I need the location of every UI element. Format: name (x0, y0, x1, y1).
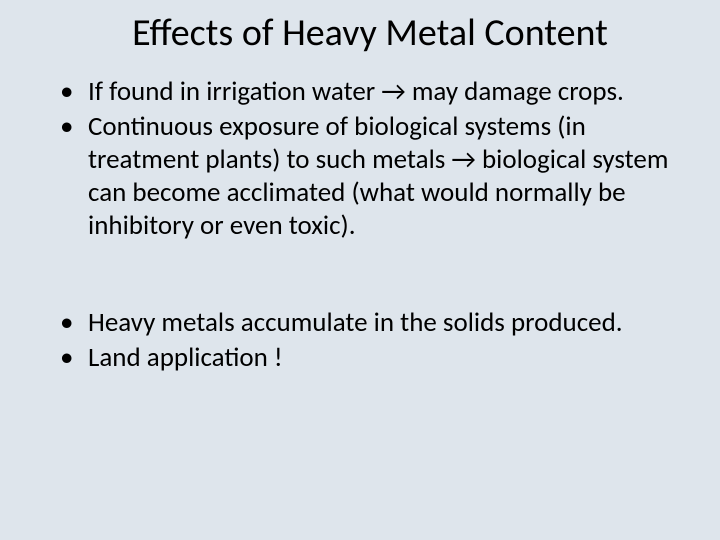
bullet-item: Heavy metals accumulate in the solids pr… (60, 307, 680, 340)
bullet-item: Continuous exposure of biological system… (60, 111, 680, 243)
spacer (60, 245, 680, 307)
bullet-item: If found in irrigation water → may damag… (60, 76, 680, 109)
bullet-item: Land application ! (60, 342, 680, 375)
bullet-list-1: If found in irrigation water → may damag… (60, 76, 680, 243)
slide: Effects of Heavy Metal Content If found … (0, 0, 720, 540)
bullet-list-2: Heavy metals accumulate in the solids pr… (60, 307, 680, 375)
slide-title: Effects of Heavy Metal Content (60, 10, 680, 56)
